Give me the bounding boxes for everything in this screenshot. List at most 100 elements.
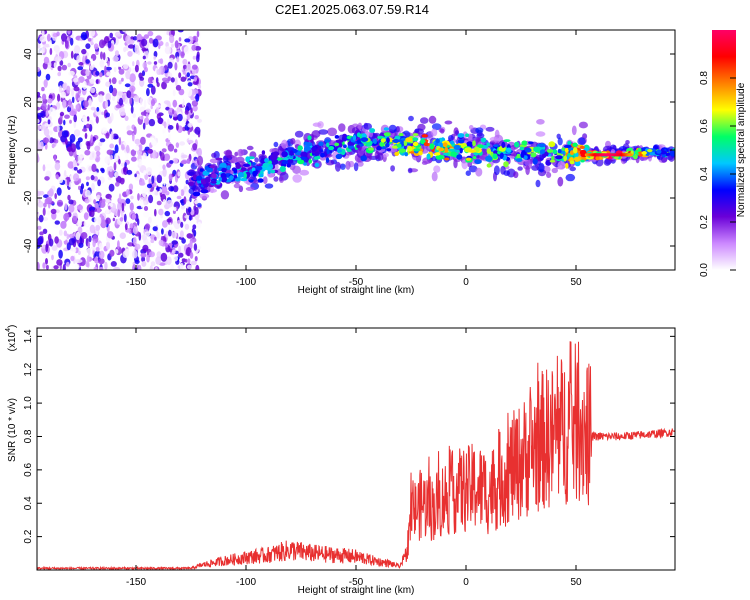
spectrogram-cell: [43, 194, 49, 199]
spectrogram-cell: [158, 43, 161, 50]
spectrogram-cell: [361, 133, 367, 139]
spectrogram-cell: [171, 240, 178, 245]
spectrogram-cell: [132, 113, 136, 119]
spectrogram-cell: [431, 123, 442, 131]
spectrogram-cell: [472, 156, 477, 160]
spectrogram-cell: [184, 223, 190, 230]
spectrogram-cell: [68, 233, 75, 239]
spectrogram-cell: [571, 125, 577, 136]
spectrogram-cell: [520, 153, 525, 158]
spectrogram-cell: [119, 232, 127, 239]
spectrogram-cell: [466, 141, 473, 148]
spectrogram-cell: [189, 251, 194, 259]
spectrogram-cell: [193, 205, 197, 212]
spectrogram-cell: [75, 104, 79, 111]
spectrogram-cell: [56, 199, 64, 207]
spectrogram-cell: [577, 137, 586, 145]
spectrogram-cell: [669, 150, 675, 157]
spectrogram-cell: [166, 218, 172, 223]
spectrogram-cell: [80, 183, 85, 190]
spectrogram-cell: [221, 167, 227, 173]
snr-y-multiplier: (x104): [5, 325, 18, 352]
colorbar-tick-label: 0.8: [699, 71, 710, 85]
spectrogram-cell: [196, 175, 203, 181]
spectrogram-cell: [160, 252, 168, 262]
spectrogram-cell: [118, 97, 124, 106]
spectrogram-cell: [437, 142, 444, 148]
spectrogram-cell: [91, 163, 97, 173]
colorbar-label: Normalized spectral amplitude: [736, 82, 747, 217]
spectrogram-cell: [90, 134, 94, 143]
spectrogram-cell: [143, 201, 147, 206]
spectrogram-cell: [73, 86, 80, 92]
spectrogram-cell: [122, 250, 129, 258]
spectrogram-cell: [524, 147, 532, 153]
y-tick-label: 1.4: [23, 329, 34, 343]
spectrogram-cell: [338, 123, 346, 132]
spectrogram-cell: [127, 242, 134, 247]
spectrogram-cell: [262, 176, 268, 184]
spectrogram-cell: [131, 213, 136, 220]
spectrogram-cell: [140, 115, 144, 120]
spectrogram-cell: [71, 96, 75, 104]
spectrogram-cell: [517, 166, 523, 171]
spectrogram-cell: [184, 38, 191, 43]
spectrogram-cell: [176, 195, 182, 200]
spectrogram-cell: [77, 218, 83, 227]
spectrogram-cell: [457, 133, 465, 138]
spectrogram-cell: [41, 30, 45, 37]
spectrogram-cell: [340, 163, 346, 170]
spectrogram-cell: [106, 149, 114, 155]
x-tick-label: -150: [126, 577, 146, 588]
spectrogram-cell: [105, 81, 111, 87]
colorbar: 0.0 0.2 0.4 0.6 0.8 Normalized spectral ampl…: [699, 30, 747, 277]
spectrogram-cell: [343, 144, 347, 148]
spectrogram-cell: [404, 152, 408, 157]
spectrogram-cell: [73, 166, 78, 171]
spectrogram-cell: [150, 238, 155, 244]
spectrogram-cell: [98, 39, 106, 49]
spectrogram-cell: [552, 149, 558, 155]
spectrogram-cell: [395, 126, 400, 133]
spectrogram-cell: [76, 55, 81, 64]
spectrogram-cell: [141, 260, 147, 267]
spectrogram-cell: [156, 251, 162, 259]
spectrogram-cell: [49, 238, 54, 247]
spectrogram-cell: [297, 145, 303, 151]
spectrogram-cell: [132, 36, 138, 41]
spectrogram-cell: [139, 181, 146, 186]
spectrogram-cell: [535, 179, 541, 188]
snr-series-line: [37, 341, 675, 570]
x-tick-label: 50: [570, 277, 582, 288]
spectrogram-cell: [192, 174, 198, 181]
snr-y-label: SNR (10 * v/v): [7, 398, 18, 462]
spectrogram-cell: [528, 141, 534, 145]
spectrogram-cell: [170, 263, 174, 270]
spectrogram-cell: [192, 80, 199, 86]
spectrogram-cell: [51, 166, 56, 172]
spectrogram-cell: [525, 165, 530, 176]
spectrogram-cell: [92, 171, 98, 177]
spectrogram-cell: [125, 198, 131, 205]
spectrogram-cell: [57, 72, 61, 77]
spectrogram-cell: [162, 168, 167, 177]
spectrogram-cell: [43, 44, 46, 53]
spectrogram-cell: [177, 171, 181, 177]
spectrogram-cell: [151, 140, 157, 146]
spectrogram-cell: [122, 94, 126, 102]
spectrogram-cell: [535, 131, 546, 137]
spectrogram-cell: [53, 265, 59, 270]
spectrogram-cell: [189, 196, 192, 203]
spectrogram-cell: [133, 95, 140, 102]
spectrogram-cell: [659, 150, 667, 155]
spectrogram-cell: [158, 125, 164, 130]
spectrogram-cell: [85, 43, 91, 49]
spectrogram-cell: [180, 205, 186, 210]
spectrogram-cell: [519, 146, 525, 151]
spectrogram-cell: [74, 263, 80, 270]
spectrogram-cell: [503, 139, 511, 143]
spectrogram-cell: [287, 158, 294, 164]
spectrogram-cell: [215, 157, 223, 161]
spectrogram-cell: [67, 194, 71, 201]
spectrogram-cell: [69, 119, 72, 124]
